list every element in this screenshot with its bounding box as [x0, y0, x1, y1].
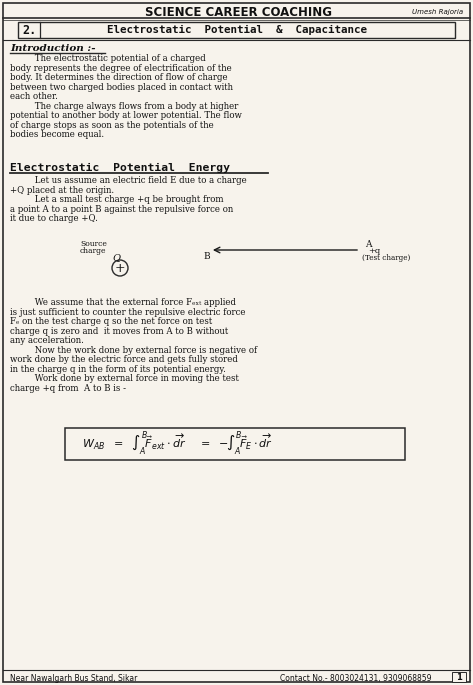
Text: (Test charge): (Test charge) [362, 254, 411, 262]
Text: 1: 1 [456, 673, 462, 682]
Text: potential to another body at lower potential. The flow: potential to another body at lower poten… [10, 111, 242, 120]
Text: charge +q from  A to B is -: charge +q from A to B is - [10, 384, 126, 393]
Circle shape [112, 260, 128, 276]
Text: Introduction :-: Introduction :- [10, 44, 96, 53]
Text: We assume that the external force Fₑₓₜ applied: We assume that the external force Fₑₓₜ a… [10, 298, 236, 307]
Text: Now the work done by external force is negative of: Now the work done by external force is n… [10, 345, 257, 355]
Text: +: + [114, 262, 125, 275]
Text: any acceleration.: any acceleration. [10, 336, 84, 345]
Bar [65, 428, 405, 460]
Text: Fₑ on the test charge q so the net force on test: Fₑ on the test charge q so the net force… [10, 317, 212, 326]
Text: 2.: 2. [22, 23, 36, 36]
Text: body. It determines the direction of flow of charge: body. It determines the direction of flo… [10, 73, 228, 82]
Bar [18, 22, 455, 38]
Text: of charge stops as soon as the potentials of the: of charge stops as soon as the potential… [10, 121, 214, 129]
Text: Work done by external force in moving the test: Work done by external force in moving th… [10, 374, 239, 383]
Text: Umesh Rajoria: Umesh Rajoria [412, 9, 463, 15]
Text: is just sufficient to counter the repulsive electric force: is just sufficient to counter the repuls… [10, 308, 245, 316]
Text: in the charge q in the form of its potential energy.: in the charge q in the form of its poten… [10, 364, 226, 373]
Text: Let a small test charge +q be brought from: Let a small test charge +q be brought fr… [10, 195, 224, 204]
Text: charge: charge [80, 247, 106, 255]
Text: bodies become equal.: bodies become equal. [10, 130, 104, 139]
Text: $W_{AB}$  $=$  $\int_A^B\!\vec{F}_{ext}\cdot\overrightarrow{dr}$    $=$  $-\!\in: $W_{AB}$ $=$ $\int_A^B\!\vec{F}_{ext}\cd… [82, 429, 273, 458]
Text: charge q is zero and  it moves from A to B without: charge q is zero and it moves from A to … [10, 327, 228, 336]
Text: Let us assume an electric field E due to a charge: Let us assume an electric field E due to… [10, 176, 247, 185]
Text: Near Nawalgarh Bus Stand, Sikar: Near Nawalgarh Bus Stand, Sikar [10, 674, 137, 683]
Text: work done by the electric force and gets fully stored: work done by the electric force and gets… [10, 355, 238, 364]
Text: The electrostatic potential of a charged: The electrostatic potential of a charged [10, 54, 206, 63]
Text: SCIENCE CAREER COACHING: SCIENCE CAREER COACHING [144, 5, 332, 18]
Bar [452, 672, 466, 682]
Text: each other.: each other. [10, 92, 58, 101]
Text: +Q placed at the origin.: +Q placed at the origin. [10, 186, 114, 195]
Text: Q: Q [112, 253, 120, 262]
Text: it due to charge +Q.: it due to charge +Q. [10, 214, 98, 223]
Text: between two charged bodies placed in contact with: between two charged bodies placed in con… [10, 82, 233, 92]
Text: A: A [365, 240, 371, 249]
Text: Electrostatic  Potential  Energy: Electrostatic Potential Energy [10, 163, 230, 173]
Text: a point A to a point B against the repulsive force on: a point A to a point B against the repul… [10, 205, 233, 214]
Text: +q: +q [368, 247, 380, 255]
Text: Contact No.- 8003024131, 9309068859: Contact No.- 8003024131, 9309068859 [280, 674, 431, 683]
Text: Source: Source [80, 240, 107, 248]
Text: body represents the degree of electrification of the: body represents the degree of electrific… [10, 64, 232, 73]
Text: The charge always flows from a body at higher: The charge always flows from a body at h… [10, 101, 238, 110]
Text: B: B [204, 252, 210, 261]
Text: Electrostatic  Potential  &  Capacitance: Electrostatic Potential & Capacitance [107, 25, 367, 35]
